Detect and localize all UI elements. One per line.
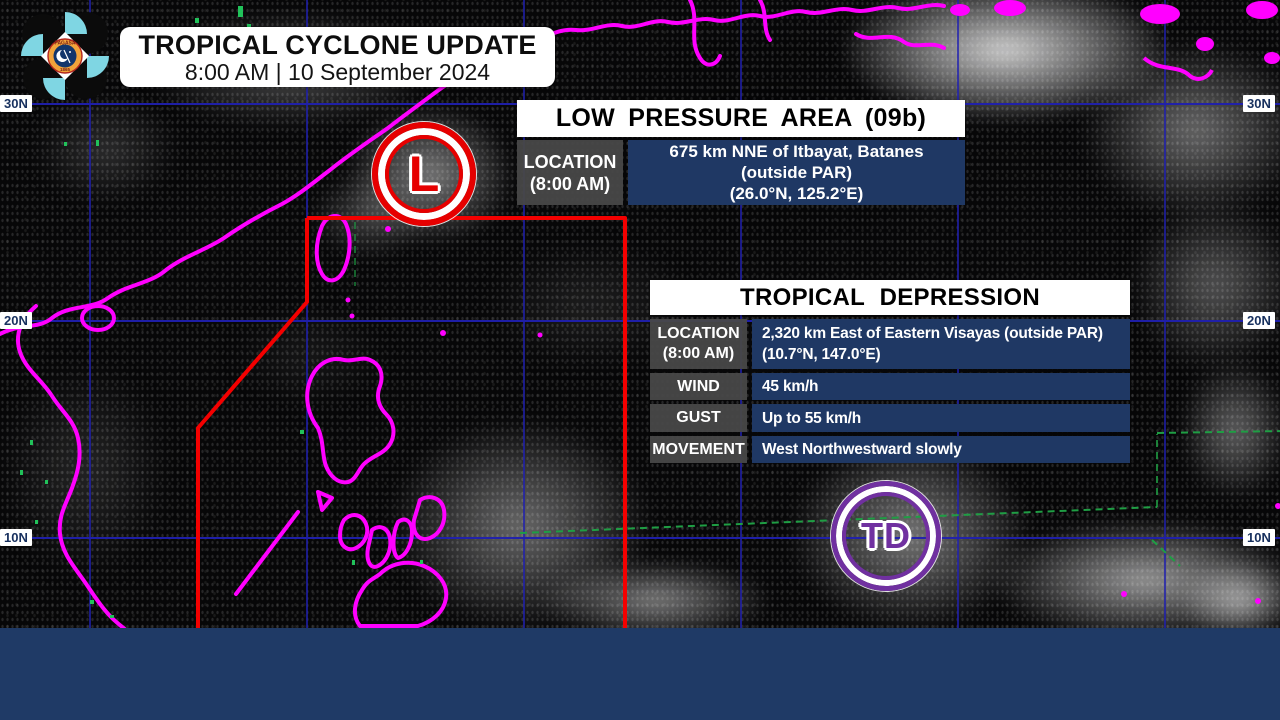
lat-label-10n-right: 10N (1243, 529, 1275, 546)
logo-seal: PAGASA 1865 (47, 38, 83, 74)
logo-agency-text: PAGASA (54, 41, 75, 47)
coastline-fragments (345, 0, 1280, 604)
lat-label-30n-left: 30N (0, 95, 32, 112)
header-card: TROPICAL CYCLONE UPDATE 8:00 AM | 10 Sep… (120, 27, 555, 87)
td-wind-label: WIND (650, 373, 747, 400)
td-marker-inner-ring (842, 492, 930, 580)
lpa-location-label: LOCATION (8:00 AM) (517, 140, 623, 205)
lpa-value-line3: (26.0°N, 125.2°E) (729, 184, 864, 203)
coastline-fragment-line (1142, 56, 1214, 81)
table-row: WIND 45 km/h (650, 373, 1130, 400)
pagasa-logo: PAGASA 1865 (21, 12, 109, 100)
tropical-depression-marker: TD (831, 481, 941, 591)
lpa-location-label-line2: (8:00 AM) (529, 173, 611, 194)
lpa-location-value: 675 km NNE of Itbayat, Batanes (outside … (628, 140, 965, 205)
lpa-value-line1: 675 km NNE of Itbayat, Batanes (669, 142, 924, 161)
td-movement-label: MOVEMENT (650, 436, 747, 463)
td-location-value-line1: 2,320 km East of Eastern Visayas (outsid… (762, 325, 1103, 342)
page-title: TROPICAL CYCLONE UPDATE (138, 30, 537, 60)
logo-moon-icon (56, 50, 68, 62)
td-title: TROPICAL DEPRESSION (650, 280, 1130, 315)
lpa-title: LOW PRESSURE AREA (09b) (517, 100, 965, 137)
td-marker-letter: TD (861, 515, 911, 556)
td-gust-value: Up to 55 km/h (752, 404, 1130, 432)
lpa-marker-inner-ring (385, 135, 463, 213)
table-row: GUST Up to 55 km/h (650, 404, 1130, 432)
par-boundary (196, 216, 627, 628)
logo-year-text: 1865 (60, 67, 71, 72)
td-location-label: LOCATION (8:00 AM) (650, 319, 747, 369)
td-location-label-line1: LOCATION (657, 325, 740, 342)
lpa-info-box: LOW PRESSURE AREA (09b) LOCATION (8:00 A… (517, 100, 965, 205)
td-gust-label: GUST (650, 404, 747, 432)
table-row: MOVEMENT West Northwestward slowly (650, 436, 1130, 463)
td-location-label-line2: (8:00 AM) (662, 345, 735, 362)
formation-potential-banner: 24-HOUR TROPICAL CYCLONE FORMATION POTEN… (0, 628, 1280, 720)
lpa-marker-letter: L (408, 146, 440, 202)
lat-label-10n-left: 10N (0, 529, 32, 546)
td-wind-value: 45 km/h (752, 373, 1130, 400)
low-pressure-area-marker: L (372, 122, 476, 226)
td-info-table: TROPICAL DEPRESSION LOCATION (8:00 AM) 2… (650, 280, 1130, 463)
lat-label-20n-left: 20N (0, 312, 32, 329)
table-row: LOCATION (8:00 AM) 2,320 km East of East… (650, 319, 1130, 369)
td-movement-value: West Northwestward slowly (752, 436, 1130, 463)
header-datetime: 8:00 AM | 10 September 2024 (184, 59, 491, 85)
lpa-location-label-line1: LOCATION (523, 151, 617, 172)
lpa-value-line2: (outside PAR) (740, 163, 853, 182)
logo-instrument-icon (63, 49, 71, 64)
lat-label-20n-right: 20N (1243, 312, 1275, 329)
lat-label-30n-right: 30N (1243, 95, 1275, 112)
td-location-value-line2: (10.7°N, 147.0°E) (762, 346, 881, 363)
td-location-value: 2,320 km East of Eastern Visayas (outsid… (752, 319, 1130, 369)
